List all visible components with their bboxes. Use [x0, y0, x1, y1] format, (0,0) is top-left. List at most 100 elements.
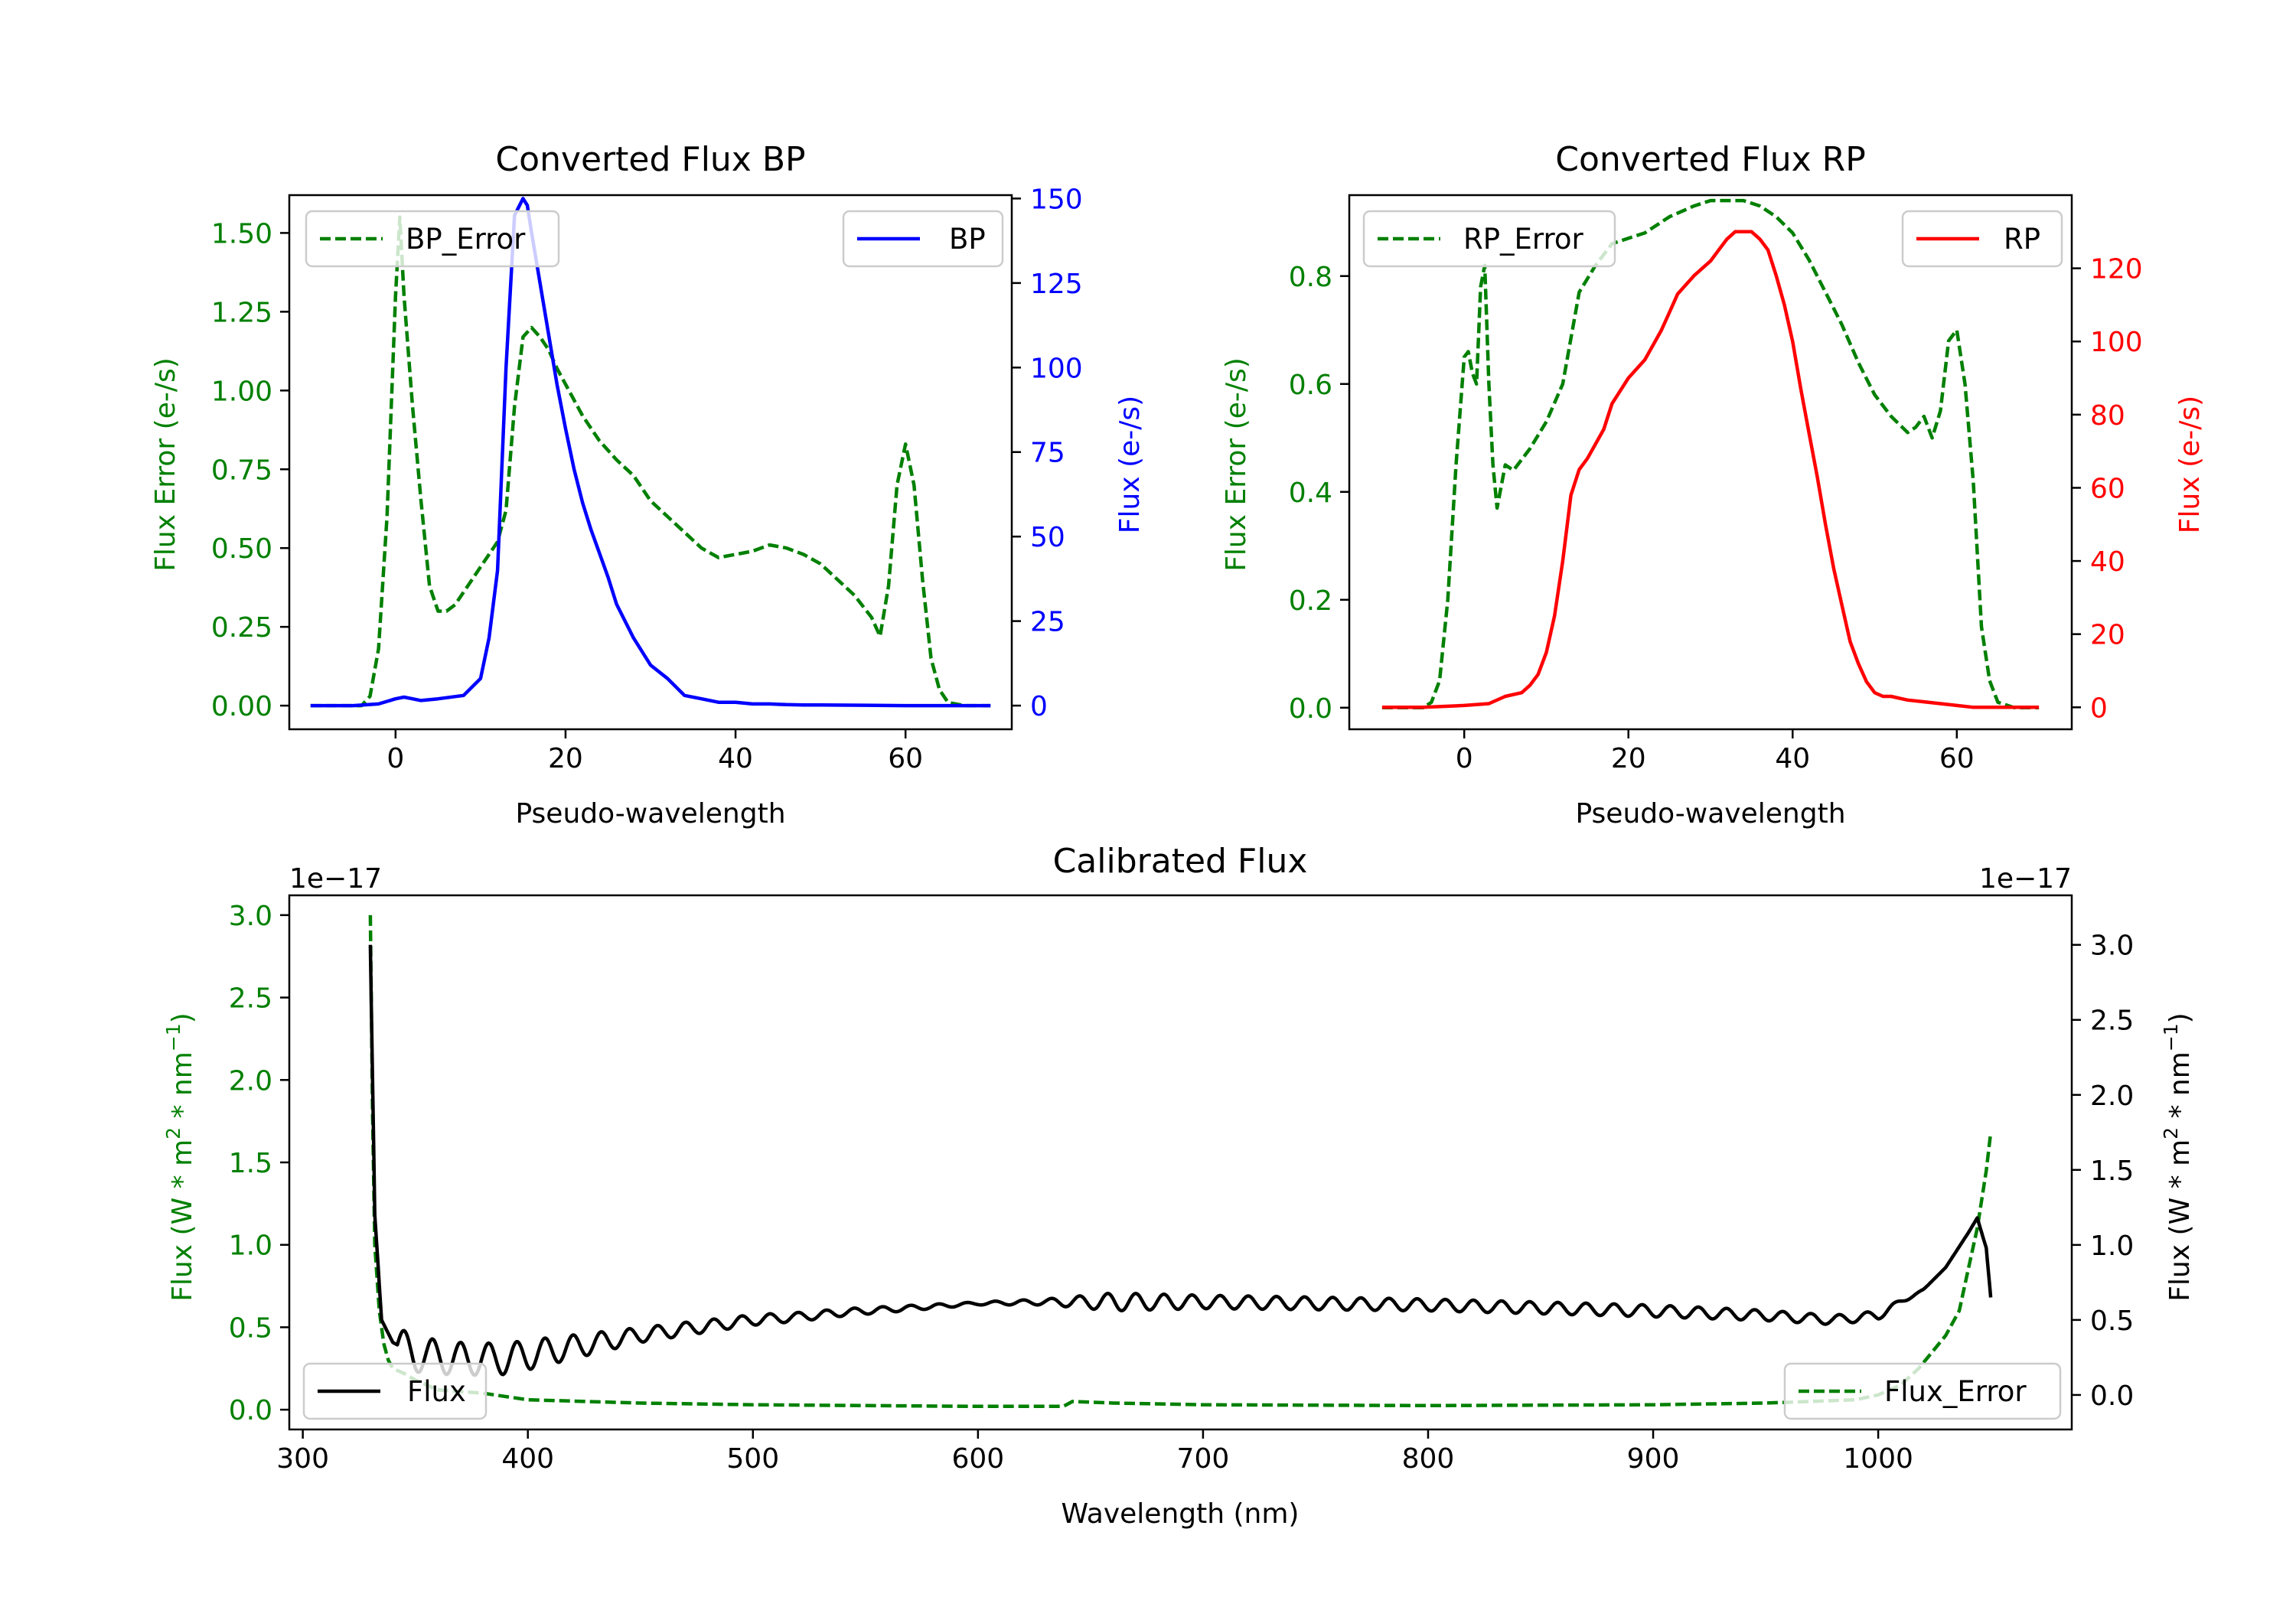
cal-right-tick-label: 1.0	[2090, 1231, 2134, 1262]
panel-calibrated: Calibrated Flux Wavelength (nm) 1e−17 1e…	[162, 842, 2196, 1530]
rp-left-tick-label: 0.6	[1289, 370, 1332, 401]
cal-x-tick-label: 700	[1177, 1443, 1230, 1475]
cal-x-tick-label: 400	[501, 1443, 554, 1475]
bp-series-bp	[310, 197, 991, 708]
bp-series-bp-error	[310, 215, 991, 708]
rp-right-axis-label: Flux (e-/s)	[2174, 396, 2206, 533]
cal-right-offset: 1e−17	[1979, 863, 2072, 895]
bp-plot-lines	[310, 197, 991, 708]
bp-right-tick-label: 0	[1030, 691, 1048, 722]
bp-left-tick-label: 1.25	[211, 297, 272, 328]
cal-left-tick-label: 1.0	[229, 1231, 272, 1262]
cal-left-tick-label: 0.5	[229, 1312, 272, 1344]
rp-left-tick-label: 0.4	[1289, 478, 1332, 509]
cal-series-flux	[368, 944, 1993, 1377]
cal-x-axis-label: Wavelength (nm)	[1062, 1498, 1300, 1530]
rp-left-tick-label: 0.0	[1289, 693, 1332, 725]
bp-axes-frame	[288, 194, 1013, 731]
rp-x-ticks: 0 20 40 60	[1456, 729, 1975, 774]
cal-series-flux-error	[368, 914, 1993, 1409]
cal-right-label-mid: * nm	[2164, 1051, 2196, 1127]
rp-right-tick-label: 120	[2090, 254, 2143, 285]
bp-left-tick-label: 0.50	[211, 533, 272, 565]
bp-left-tick-label: 0.75	[211, 455, 272, 486]
cal-left-label-end: )	[167, 1012, 198, 1023]
cal-x-tick-label: 300	[276, 1443, 329, 1475]
bp-legend-error-label: BP_Error	[406, 223, 526, 256]
cal-left-tick-label: 3.0	[229, 901, 272, 932]
rp-right-tick-label: 60	[2090, 473, 2125, 504]
rp-x-tick-label: 0	[1456, 743, 1473, 774]
cal-left-tick-label: 1.5	[229, 1148, 272, 1179]
bp-x-tick-label: 0	[386, 743, 404, 774]
bp-x-tick-label: 20	[548, 743, 583, 774]
bp-right-tick-label: 100	[1030, 353, 1083, 384]
rp-x-tick-label: 20	[1611, 743, 1646, 774]
rp-series-rp-error	[1381, 198, 2040, 710]
rp-right-tick-label: 20	[2090, 620, 2125, 651]
cal-left-axis-label: Flux (W * m2 * nm−1)	[162, 1012, 198, 1301]
bp-left-tick-label: 0.25	[211, 612, 272, 644]
bp-left-tick-label: 1.00	[211, 376, 272, 407]
rp-right-tick-label: 80	[2090, 400, 2125, 432]
cal-legend-flux-box	[302, 1362, 488, 1420]
cal-right-label-part: Flux (W * m	[2164, 1139, 2196, 1302]
cal-legend-flux: Flux	[302, 1362, 488, 1420]
rp-left-axis-label: Flux Error (e-/s)	[1221, 357, 1252, 572]
cal-left-tick-label: 0.0	[229, 1395, 272, 1426]
rp-legend-error-box	[1362, 210, 1616, 268]
cal-right-label-sup: 2	[2160, 1127, 2182, 1139]
rp-x-tick-label: 60	[1939, 743, 1975, 774]
rp-axes-frame	[1348, 194, 2073, 731]
cal-right-label-end: )	[2164, 1012, 2196, 1023]
bp-legend-flux: BP	[842, 210, 1004, 268]
cal-x-tick-label: 600	[951, 1443, 1004, 1475]
bp-x-tick-label: 60	[888, 743, 923, 774]
cal-legend-error-label: Flux_Error	[1884, 1375, 2027, 1408]
cal-right-ticks: 0.0 0.5 1.0 1.5 2.0 2.5 3.0	[2072, 931, 2134, 1412]
rp-left-ticks: 0.0 0.2 0.4 0.6 0.8	[1289, 262, 1349, 725]
bp-right-ticks: 0 25 50 75 100 125 150	[1012, 184, 1083, 722]
cal-plot-lines	[368, 914, 1993, 1409]
cal-left-tick-label: 2.5	[229, 983, 272, 1015]
cal-left-label-mid: * nm	[167, 1051, 198, 1127]
cal-x-tick-label: 500	[726, 1443, 779, 1475]
cal-left-label-sup: 2	[162, 1127, 184, 1139]
rp-title: Converted Flux RP	[1555, 140, 1866, 179]
bp-legend-error: BP_Error	[305, 210, 560, 268]
rp-right-ticks: 0 20 40 60 80 100 120	[2072, 254, 2143, 724]
bp-right-tick-label: 125	[1030, 269, 1083, 300]
cal-x-tick-label: 800	[1402, 1443, 1455, 1475]
bp-x-ticks: 0 20 40 60	[386, 729, 923, 774]
cal-x-tick-label: 900	[1627, 1443, 1680, 1475]
bp-left-tick-label: 1.50	[211, 218, 272, 249]
bp-left-axis-label: Flux Error (e-/s)	[150, 357, 181, 572]
rp-x-axis-label: Pseudo-wavelength	[1575, 798, 1845, 830]
rp-left-tick-label: 0.8	[1289, 262, 1332, 293]
rp-legend-flux-box	[1901, 210, 2063, 268]
rp-series-rp	[1381, 230, 2040, 709]
cal-right-label-sup2: −1	[2160, 1023, 2182, 1051]
cal-legend-error: Flux_Error	[1783, 1362, 2062, 1420]
rp-x-tick-label: 40	[1775, 743, 1810, 774]
bp-right-tick-label: 25	[1030, 607, 1065, 638]
bp-left-tick-label: 0.00	[211, 691, 272, 722]
cal-right-tick-label: 2.5	[2090, 1006, 2134, 1037]
cal-legend-flux-label: Flux	[407, 1375, 466, 1408]
rp-plot-lines	[1381, 198, 2040, 710]
cal-axes-frame	[288, 894, 2073, 1431]
cal-x-ticks: 300 400 500 600 700 800 900 1000	[276, 1429, 1913, 1475]
cal-right-tick-label: 3.0	[2090, 931, 2134, 962]
bp-right-tick-label: 150	[1030, 184, 1083, 215]
panel-rp: Converted Flux RP Pseudo-wavelength Flux…	[1221, 140, 2206, 830]
cal-left-offset: 1e−17	[289, 863, 382, 895]
cal-left-label-sup2: −1	[162, 1023, 184, 1051]
cal-legend-error-box	[1783, 1362, 2062, 1420]
rp-right-tick-label: 0	[2090, 693, 2108, 724]
rp-right-tick-label: 40	[2090, 546, 2125, 578]
bp-right-tick-label: 50	[1030, 522, 1065, 553]
bp-legend-flux-box	[842, 210, 1004, 268]
cal-right-tick-label: 0.0	[2090, 1380, 2134, 1412]
cal-x-tick-label: 1000	[1843, 1443, 1913, 1475]
